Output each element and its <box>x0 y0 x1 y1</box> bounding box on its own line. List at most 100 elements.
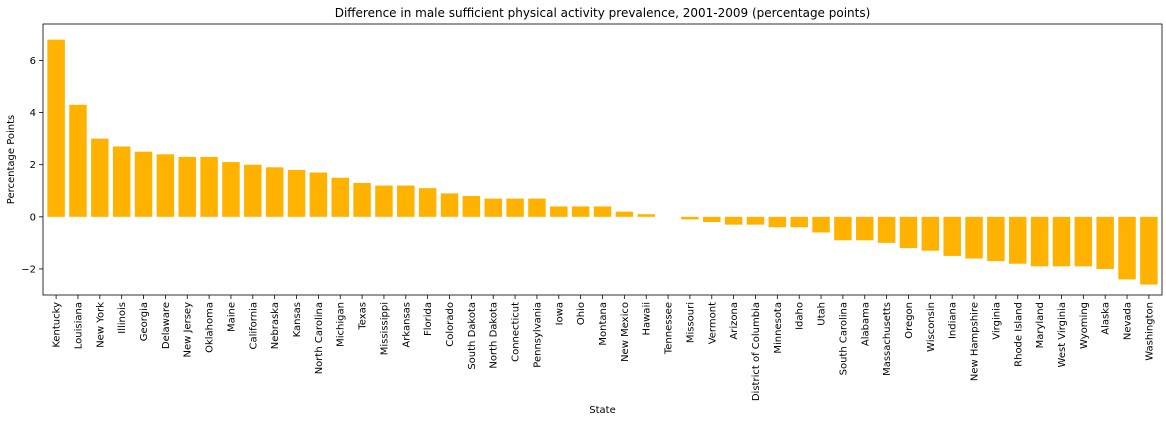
bar-oregon <box>899 216 918 249</box>
x-tick-label: Nevada <box>1123 302 1134 340</box>
bar-west-virginia <box>1052 216 1071 267</box>
bar-kentucky <box>47 39 65 217</box>
x-tick-label: Wisconsin <box>926 302 937 352</box>
x-tick-label: Oregon <box>904 302 915 339</box>
bar-north-carolina <box>309 172 328 217</box>
bar-wyoming <box>1074 216 1093 267</box>
x-tick-label: Texas <box>358 302 369 331</box>
bar-iowa <box>550 206 568 217</box>
x-tick-label: Arkansas <box>401 302 412 348</box>
x-tick-label: Connecticut <box>511 302 522 362</box>
bar-north-dakota <box>484 198 502 217</box>
bar-maryland <box>1030 216 1049 267</box>
x-tick-label: Kansas <box>292 302 303 337</box>
bar-new-hampshire <box>965 216 983 259</box>
y-tick-label: 6 <box>30 56 36 67</box>
bar-washington <box>1140 216 1158 285</box>
x-tick-label: Ohio <box>576 302 587 325</box>
bar-new-mexico <box>615 211 634 217</box>
x-tick-label: Pennsylvania <box>532 302 543 368</box>
x-tick-label: California <box>248 302 259 350</box>
x-tick-label: Alaska <box>1101 302 1112 335</box>
x-tick-label: Georgia <box>139 302 150 341</box>
bar-new-jersey <box>178 156 196 217</box>
bar-indiana <box>943 216 961 256</box>
y-tick-label: −2 <box>21 264 36 275</box>
y-axis-title: Percentage Points <box>6 115 17 204</box>
x-tick-label: Arizona <box>729 302 740 340</box>
bar-connecticut <box>506 198 524 217</box>
x-tick-label: Missouri <box>685 302 696 343</box>
x-tick-label: Kentucky <box>52 302 63 348</box>
plot-frame <box>42 23 1163 296</box>
bar-oklahoma <box>200 156 218 217</box>
bar-idaho <box>790 216 808 228</box>
bar-kansas <box>287 169 306 217</box>
bar-delaware <box>156 154 175 217</box>
x-tick-label: North Carolina <box>314 302 325 374</box>
x-tick-label: Iowa <box>554 302 565 325</box>
x-tick-label: District of Columbia <box>751 302 762 401</box>
bars <box>47 39 1158 285</box>
bar-wisconsin <box>921 216 940 251</box>
bar-hawaii <box>637 214 655 217</box>
x-tick-label: New Mexico <box>620 302 631 362</box>
y-axis: −2 0 2 4 6 <box>21 56 43 275</box>
bar-georgia <box>134 151 153 217</box>
bar-michigan <box>331 177 349 217</box>
x-tick-label: South Carolina <box>838 302 849 375</box>
x-tick-label: West Virginia <box>1057 302 1068 367</box>
x-tick-label: Virginia <box>991 302 1002 340</box>
bar-texas <box>353 182 371 217</box>
bar-louisiana <box>69 104 87 217</box>
x-tick-label: New Jersey <box>183 302 194 358</box>
x-tick-label: Wyoming <box>1079 302 1090 349</box>
bar-rhode-island <box>1009 216 1027 264</box>
bar-colorado <box>440 193 459 217</box>
y-tick-label: 4 <box>30 108 36 119</box>
x-axis-title: State <box>589 405 615 416</box>
x-tick-label: Louisiana <box>73 302 84 349</box>
bar-arkansas <box>397 185 415 217</box>
x-tick-label: North Dakota <box>489 302 500 369</box>
bar-south-carolina <box>834 216 852 241</box>
bar-utah <box>812 216 830 233</box>
bar-illinois <box>112 146 131 217</box>
bar-florida <box>418 188 437 217</box>
x-tick-label: Delaware <box>161 302 172 349</box>
bar-montana <box>593 206 612 217</box>
x-tick-label: Rhode Island <box>1013 302 1024 367</box>
bar-pennsylvania <box>528 198 546 217</box>
y-tick-label: 0 <box>30 212 36 223</box>
bar-alabama <box>856 216 874 241</box>
x-tick-label: Hawaii <box>642 302 653 336</box>
bar-south-dakota <box>462 195 481 217</box>
x-tick-label: Nebraska <box>270 302 281 349</box>
bar-california <box>244 164 262 217</box>
bar-nebraska <box>265 167 284 217</box>
bar-missouri <box>681 216 699 220</box>
x-tick-label: New York <box>95 302 106 348</box>
bar-district-of-columbia <box>746 216 765 225</box>
x-tick-label: Florida <box>423 302 434 336</box>
x-axis: Kentucky Louisiana New York Illinois Georgia… <box>52 295 1155 401</box>
x-tick-label: New Hampshire <box>970 302 981 381</box>
x-tick-label: South Dakota <box>467 302 478 370</box>
x-tick-label: Idaho <box>795 302 806 330</box>
bar-mississippi <box>375 185 393 217</box>
bar-new-york <box>91 138 109 217</box>
x-tick-label: Michigan <box>336 302 347 347</box>
x-tick-label: Utah <box>817 302 828 326</box>
x-tick-label: Oklahoma <box>205 302 216 353</box>
bar-maine <box>222 162 240 217</box>
bar-alaska <box>1096 216 1114 269</box>
x-tick-label: Massachusetts <box>882 302 893 376</box>
x-tick-label: Maryland <box>1035 302 1046 348</box>
x-tick-label: Colorado <box>445 302 456 347</box>
x-tick-label: Maine <box>226 302 237 332</box>
bar-massachusetts <box>877 216 896 243</box>
y-tick-label: 2 <box>30 160 36 171</box>
bar-minnesota <box>768 216 787 228</box>
bar-virginia <box>987 216 1005 262</box>
